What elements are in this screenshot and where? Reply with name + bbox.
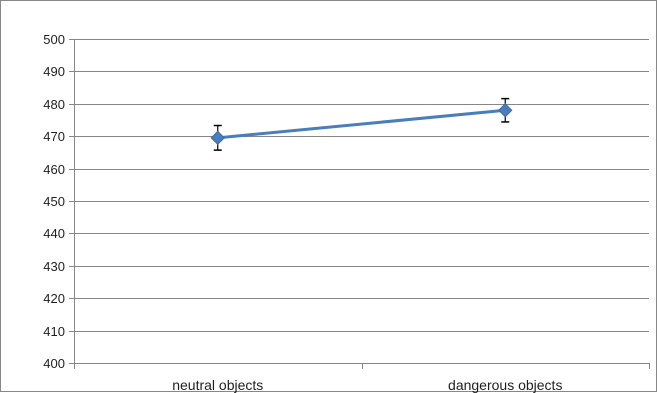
data-point-1 — [498, 103, 513, 118]
y-tick-label-440: 440 — [43, 226, 65, 241]
series-line-0 — [217, 108, 506, 140]
y-tick-labels: 400 410 420 430 440 450 460 470 480 490 500 — [43, 32, 65, 371]
x-category-labels: neutral objects dangerous objects — [172, 377, 562, 393]
x-category-label-0: neutral objects — [172, 377, 263, 393]
y-tick-label-400: 400 — [43, 356, 65, 371]
y-tick-label-490: 490 — [43, 64, 65, 79]
y-tick-label-470: 470 — [43, 129, 65, 144]
data-point-0 — [210, 130, 225, 146]
axes — [69, 39, 650, 369]
y-tick-label-410: 410 — [43, 324, 65, 339]
data-series — [210, 97, 513, 151]
gridlines — [74, 39, 649, 332]
y-tick-label-480: 480 — [43, 97, 65, 112]
y-tick-label-460: 460 — [43, 162, 65, 177]
y-tick-label-500: 500 — [43, 32, 65, 47]
y-tick-label-450: 450 — [43, 194, 65, 209]
y-tick-label-420: 420 — [43, 291, 65, 306]
x-category-label-1: dangerous objects — [448, 377, 562, 393]
y-tick-label-430: 430 — [43, 259, 65, 274]
